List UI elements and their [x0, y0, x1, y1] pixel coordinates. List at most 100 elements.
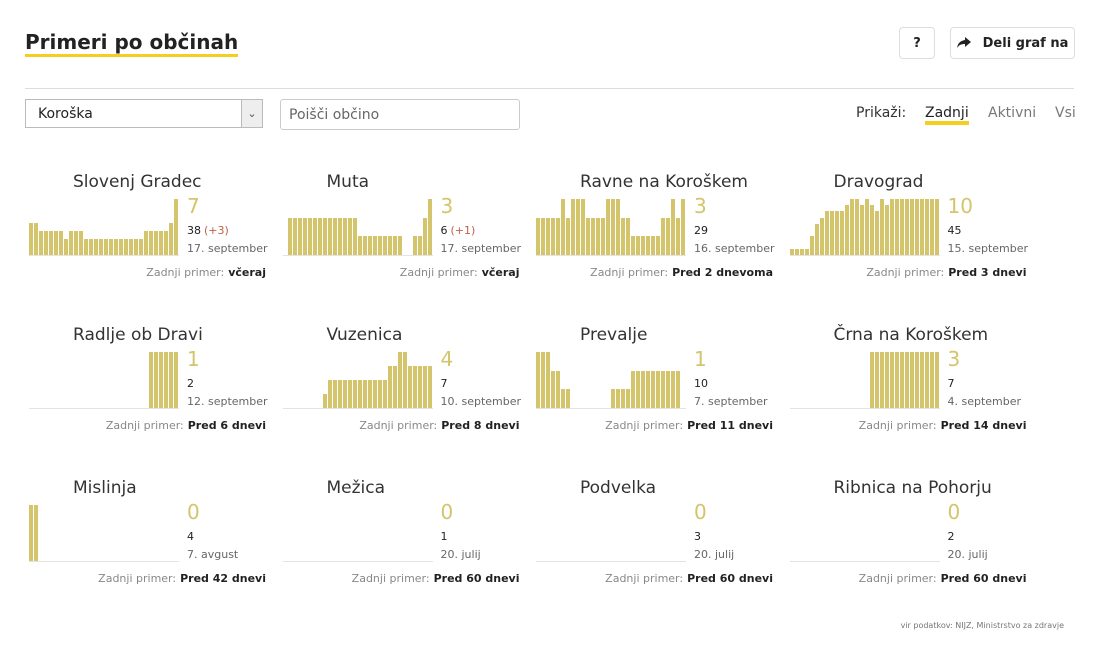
last-case-label: Zadnji primer: — [858, 419, 937, 432]
municipality-card: Slovenj Gradec 7 38 (+3) 17. september Zadnji… — [25, 172, 278, 322]
bar — [606, 199, 610, 255]
bar — [149, 231, 153, 255]
bar — [347, 380, 352, 408]
bar — [924, 352, 929, 408]
bar — [884, 205, 889, 255]
active-cases: 7 — [187, 194, 200, 218]
municipality-name: Mislinja — [73, 478, 137, 498]
municipality-name: Mežica — [326, 478, 386, 498]
bar — [869, 352, 874, 408]
bar — [402, 352, 407, 408]
municipality-card: Radlje ob Dravi 1 2 12. september Zadnji pri… — [25, 325, 278, 475]
bar — [919, 352, 924, 408]
search-input[interactable]: Poišči občino — [280, 99, 520, 130]
bar — [551, 370, 555, 408]
bar — [129, 239, 133, 255]
active-cases: 1 — [694, 347, 707, 371]
bar — [834, 211, 839, 255]
total-cases: 6 (+1) — [441, 224, 476, 237]
total-value: 29 — [694, 224, 708, 237]
bar — [317, 217, 322, 255]
bar — [586, 217, 590, 255]
last-date: 16. september — [694, 242, 775, 255]
bar — [591, 217, 595, 255]
bar — [894, 199, 899, 255]
bar — [297, 217, 302, 255]
total-cases: 10 — [694, 377, 708, 390]
bar — [561, 199, 565, 255]
bar — [327, 217, 332, 255]
municipality-name: Prevalje — [580, 325, 648, 345]
sparkline — [282, 503, 433, 562]
tab[interactable]: Aktivni — [988, 105, 1037, 121]
bar — [656, 236, 660, 255]
bar — [84, 239, 88, 255]
bar — [844, 205, 849, 255]
select-arrow: ⌄ — [241, 100, 262, 127]
sparkline — [29, 197, 179, 256]
region-select[interactable]: Koroška ⌄ — [25, 99, 263, 128]
bar — [909, 199, 914, 255]
bar — [29, 223, 33, 255]
total-value: 38 — [187, 224, 201, 237]
bar — [337, 380, 342, 408]
municipality-name: Dravograd — [833, 172, 924, 192]
active-cases: 0 — [694, 500, 707, 524]
total-value: 45 — [947, 224, 962, 237]
bar — [352, 217, 357, 255]
total-value: 10 — [694, 377, 708, 390]
bar — [79, 231, 83, 255]
bar — [417, 366, 422, 408]
bar — [824, 211, 829, 255]
bar — [641, 236, 645, 255]
total-value: 7 — [947, 377, 955, 390]
bar — [839, 211, 844, 255]
bar — [646, 236, 650, 255]
last-case-label: Zadnji primer: — [105, 419, 184, 432]
bar — [159, 352, 163, 408]
active-cases: 1 — [187, 347, 200, 371]
bar — [556, 370, 560, 408]
bar — [362, 236, 367, 255]
bar — [611, 199, 615, 255]
bar — [169, 223, 173, 255]
total-cases: 4 — [187, 530, 194, 543]
region-value: Koroška — [38, 106, 93, 122]
municipality-card: Vuzenica 4 7 10. september Zadnji primer: Pre… — [279, 325, 532, 475]
bar — [422, 366, 427, 408]
last-case: Zadnji primer: Pred 60 dnevi — [605, 572, 773, 585]
last-date: 20. julij — [440, 548, 481, 561]
last-case-label: Zadnji primer: — [605, 419, 684, 432]
tab[interactable]: Zadnji — [925, 105, 969, 125]
last-case-value: Pred 8 dnevi — [441, 419, 520, 432]
bar — [422, 217, 427, 255]
last-case-label: Zadnji primer: — [359, 419, 438, 432]
municipality-card: Dravograd 10 45 15. september Zadnji primer:… — [786, 172, 1039, 322]
total-cases: 38 (+3) — [187, 224, 229, 237]
bar — [929, 352, 934, 408]
bar — [99, 239, 103, 255]
last-case-value: včeraj — [481, 266, 520, 279]
sparkline — [789, 197, 940, 256]
bar — [661, 370, 665, 408]
last-date: 12. september — [187, 395, 268, 408]
bar — [616, 199, 620, 255]
bar — [536, 352, 540, 408]
bar — [929, 199, 934, 255]
total-value: 6 — [440, 224, 448, 237]
bar — [382, 236, 387, 255]
bar — [397, 236, 402, 255]
help-button[interactable]: ? — [899, 27, 935, 59]
tab[interactable]: Vsi — [1055, 105, 1076, 121]
last-date: 17. september — [440, 242, 522, 255]
bar — [397, 352, 402, 408]
separator — [25, 88, 1074, 89]
bar — [139, 239, 143, 255]
bar — [541, 217, 545, 255]
bar — [666, 370, 670, 408]
bar — [322, 394, 327, 408]
active-cases: 0 — [947, 500, 961, 524]
bar — [904, 352, 909, 408]
bar — [829, 211, 834, 255]
share-button[interactable]: Deli graf na — [950, 27, 1075, 59]
